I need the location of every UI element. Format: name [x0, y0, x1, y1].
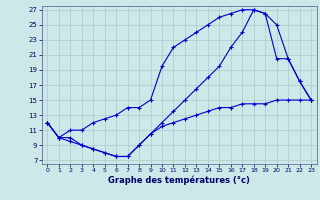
X-axis label: Graphe des températures (°c): Graphe des températures (°c) [108, 176, 250, 185]
